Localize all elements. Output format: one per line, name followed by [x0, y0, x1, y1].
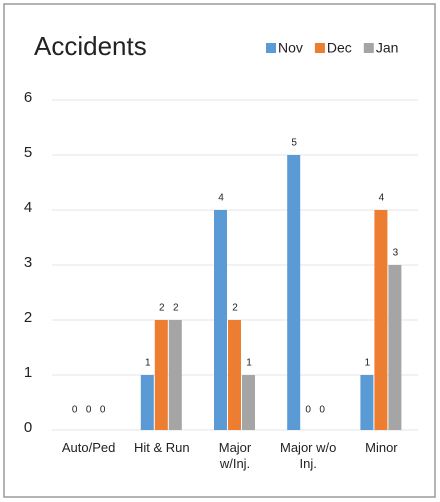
x-tick-label: Minor — [365, 440, 398, 455]
data-label: 1 — [365, 358, 371, 369]
x-tick-label: Major w/Inj. — [218, 440, 252, 471]
data-label: 2 — [173, 303, 179, 314]
y-tick-label: 2 — [24, 309, 32, 326]
bar — [228, 320, 241, 430]
data-label: 0 — [86, 405, 92, 416]
x-tick-label: Auto/Ped — [61, 440, 116, 455]
data-label: 3 — [393, 248, 399, 259]
data-label: 2 — [159, 303, 165, 314]
data-label: 0 — [305, 405, 311, 416]
y-tick-label: 1 — [24, 364, 32, 381]
legend-label: Jan — [376, 40, 399, 56]
y-tick-label: 3 — [24, 254, 32, 271]
data-label: 1 — [145, 358, 151, 369]
data-label: 0 — [319, 405, 325, 416]
data-label: 2 — [232, 303, 238, 314]
legend-label: Dec — [327, 40, 352, 56]
x-tick-label: Hit & Run — [133, 440, 190, 455]
bar — [287, 155, 301, 430]
data-label: 5 — [291, 138, 297, 149]
data-label: 4 — [218, 193, 224, 204]
y-tick-label: 5 — [24, 144, 32, 161]
bar — [360, 375, 374, 430]
frame — [3, 3, 436, 498]
bar — [168, 320, 182, 430]
legend-label: Nov — [278, 40, 303, 56]
data-label: 4 — [379, 193, 385, 204]
bar — [374, 210, 388, 430]
legend-swatch — [314, 43, 325, 53]
bar — [214, 210, 227, 430]
y-tick-label: 0 — [24, 419, 32, 436]
bar — [140, 375, 154, 430]
data-label: 1 — [246, 358, 252, 369]
bar — [242, 375, 255, 430]
legend-swatch — [363, 43, 374, 53]
bar — [388, 265, 402, 430]
bar — [154, 320, 168, 430]
x-tick-label: Major w/o Inj. — [280, 440, 337, 471]
data-label: 0 — [72, 405, 78, 416]
y-tick-label: 4 — [24, 199, 32, 216]
chart-title: Accidents — [34, 31, 147, 61]
y-tick-label: 6 — [24, 89, 32, 106]
legend-swatch — [266, 43, 276, 53]
data-label: 0 — [100, 405, 106, 416]
